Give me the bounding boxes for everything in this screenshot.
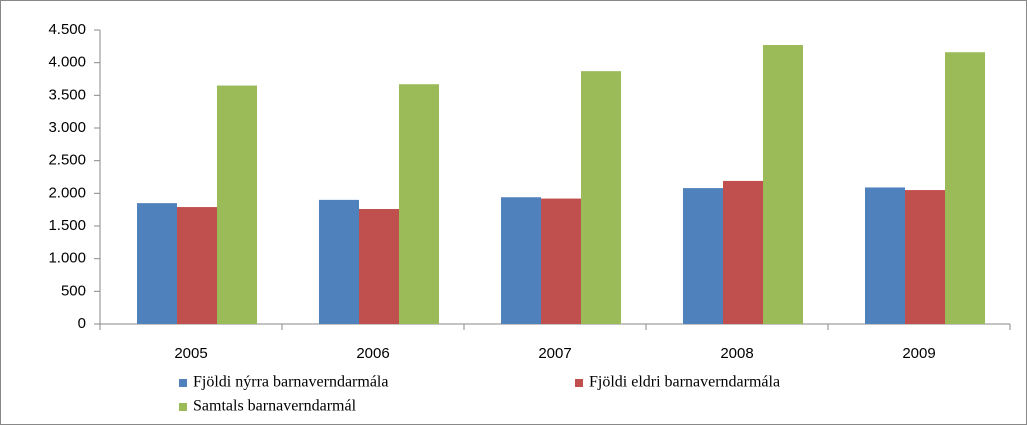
y-tick-label: 500 <box>61 282 86 299</box>
x-tick-label: 2007 <box>538 345 571 362</box>
x-tick-label: 2008 <box>720 345 753 362</box>
bar <box>137 203 177 324</box>
y-tick-label: 1.000 <box>48 250 86 267</box>
bar <box>945 52 985 325</box>
bar <box>177 207 217 324</box>
y-tick-label: 2.500 <box>48 152 86 169</box>
y-tick-label: 3.500 <box>48 86 86 103</box>
bar <box>541 198 581 324</box>
legend-label: Samtals barnaverndarmál <box>193 398 357 415</box>
bar <box>723 180 763 324</box>
x-tick-label: 2009 <box>902 345 935 362</box>
y-tick-label: 3.000 <box>48 119 86 136</box>
bar <box>683 188 723 324</box>
x-tick-label: 2005 <box>174 345 207 362</box>
bar <box>217 85 257 325</box>
legend-label: Fjöldi eldri barnaverndarmála <box>589 374 780 391</box>
legend-label: Fjöldi nýrra barnaverndarmála <box>193 374 388 391</box>
bar <box>865 187 905 324</box>
bar <box>763 45 803 324</box>
bar <box>581 71 621 324</box>
legend-swatch <box>179 379 187 387</box>
bar <box>319 199 359 324</box>
y-tick-label: 2.000 <box>48 184 86 201</box>
bar <box>501 197 541 324</box>
legend-swatch <box>575 379 583 387</box>
bar <box>905 190 945 324</box>
y-tick-label: 0 <box>78 315 86 332</box>
y-tick-label: 1.500 <box>48 217 86 234</box>
legend-swatch <box>179 403 187 411</box>
y-tick-label: 4.000 <box>48 54 86 71</box>
bar <box>399 84 439 324</box>
bar <box>359 209 399 324</box>
x-tick-label: 2006 <box>356 345 389 362</box>
y-tick-label: 4.500 <box>48 21 86 38</box>
